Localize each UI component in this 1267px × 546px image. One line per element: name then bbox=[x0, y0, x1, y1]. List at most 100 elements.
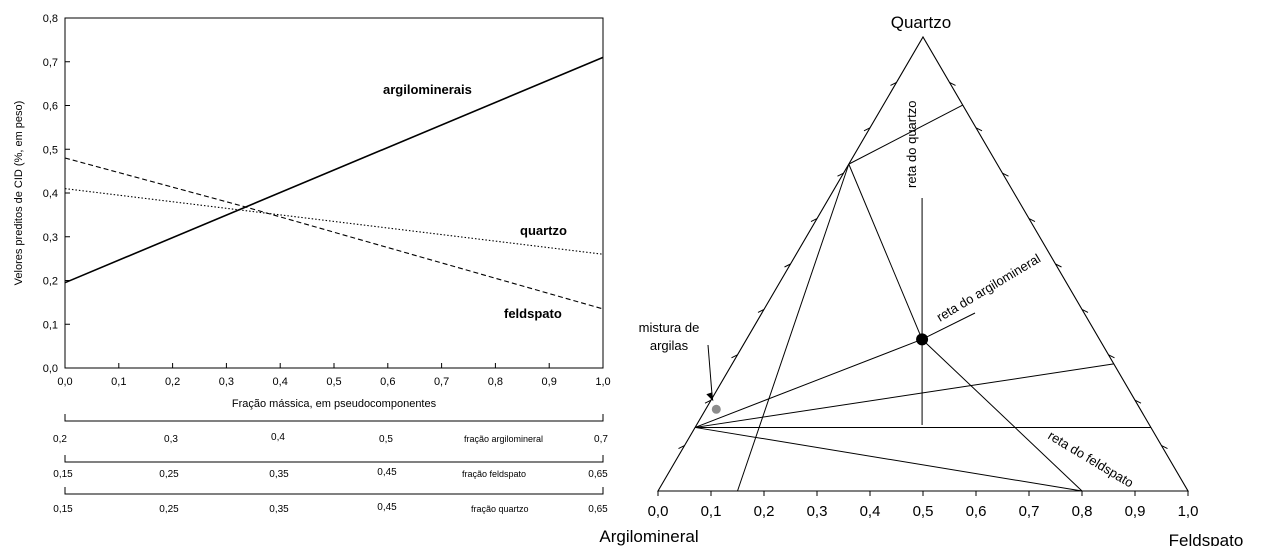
scale-tick-label: 0,2 bbox=[53, 434, 67, 445]
x-axis-ticks: 0,0 0,1 0,2 0,3 0,4 0,5 0,6 0,7 0,8 0,9 1,0 bbox=[57, 363, 611, 388]
x-tick-label: 0,5 bbox=[326, 376, 341, 388]
x-tick-label: 0,7 bbox=[434, 376, 449, 388]
scale-name: fração quartzo bbox=[471, 504, 529, 514]
series-line-argilominerais bbox=[64, 56, 604, 284]
scale-tick-label: 0,7 bbox=[594, 434, 608, 445]
ternary-base-ticks: 0,0 0,1 0,2 0,3 0,4 0,5 0,6 0,7 0,8 0,9 1,0 bbox=[648, 491, 1199, 520]
series-line-feldspato bbox=[64, 157, 604, 310]
line-label-quartzo: reta do quartzo bbox=[904, 101, 919, 188]
scale-tick-label: 0,65 bbox=[588, 504, 608, 515]
line-label-argilomineral: reta do argilomineral bbox=[934, 251, 1043, 325]
left-side-tick bbox=[810, 218, 818, 223]
left-side-tick bbox=[837, 172, 844, 177]
base-tick-label: 0,7 bbox=[1019, 503, 1040, 520]
constraint-line bbox=[695, 363, 1114, 428]
x-tick-label: 1,0 bbox=[595, 376, 610, 388]
right-side-tick bbox=[975, 127, 983, 132]
scale-tick-label: 0,35 bbox=[269, 504, 289, 515]
centroid-point bbox=[916, 333, 929, 346]
secondary-scale-feldspato: 0,15 0,25 0,35 0,45 fração feldspato 0,6… bbox=[53, 455, 608, 480]
vertex-label-feldspato: Feldspato bbox=[1169, 531, 1244, 546]
y-tick-label: 0,1 bbox=[43, 319, 58, 331]
reta-do-feldspato-lower bbox=[921, 338, 1083, 492]
right-side-tick bbox=[1161, 445, 1168, 450]
mistura-point bbox=[711, 404, 721, 414]
constraint-line bbox=[695, 426, 1083, 492]
x-tick-label: 0,8 bbox=[488, 376, 503, 388]
y-tick-label: 0,3 bbox=[43, 232, 58, 244]
scale-name: fração argilomineral bbox=[464, 434, 543, 444]
left-side-tick bbox=[863, 127, 871, 132]
line-label-feldspato: reta do feldspato bbox=[1045, 428, 1136, 491]
constraint-line bbox=[737, 163, 850, 492]
x-tick-label: 0,0 bbox=[57, 376, 72, 388]
y-tick-label: 0,2 bbox=[43, 276, 58, 288]
reta-do-argilomineral-left bbox=[694, 338, 923, 428]
y-axis-label: Velores preditos de CID (%, em peso) bbox=[13, 101, 25, 286]
base-tick-label: 0,8 bbox=[1072, 503, 1093, 520]
series-label-quartzo: quartzo bbox=[520, 223, 567, 238]
series-label-argilominerais: argilominerais bbox=[383, 82, 472, 97]
scale-tick-label: 0,5 bbox=[379, 434, 393, 445]
scale-tick-label: 0,4 bbox=[271, 432, 285, 443]
right-side-tick bbox=[1055, 263, 1062, 268]
scale-tick-label: 0,3 bbox=[164, 434, 178, 445]
scale-bracket bbox=[64, 414, 604, 422]
right-side-tick bbox=[1108, 354, 1115, 359]
reta-do-argilomineral-right bbox=[921, 312, 976, 340]
right-side-tick bbox=[1134, 399, 1142, 404]
x-tick-label: 0,4 bbox=[273, 376, 288, 388]
y-tick-label: 0,8 bbox=[43, 13, 58, 25]
base-tick-label: 0,2 bbox=[754, 503, 775, 520]
left-side-tick bbox=[757, 308, 765, 313]
base-tick-label: 0,4 bbox=[860, 503, 881, 520]
x-tick-label: 0,2 bbox=[165, 376, 180, 388]
series-label-feldspato: feldspato bbox=[504, 306, 562, 321]
secondary-scale-argilomineral: 0,2 0,3 0,4 0,5 fração argilomineral 0,7 bbox=[53, 414, 608, 445]
x-tick-label: 0,1 bbox=[111, 376, 126, 388]
left-side-tick bbox=[678, 445, 685, 450]
scale-tick-label: 0,35 bbox=[269, 469, 289, 480]
y-tick-label: 0,0 bbox=[43, 363, 58, 375]
y-tick-label: 0,6 bbox=[43, 101, 58, 113]
base-tick-label: 1,0 bbox=[1178, 503, 1199, 520]
y-tick-label: 0,4 bbox=[43, 188, 58, 200]
vertex-label-argilomineral: Argilomineral bbox=[599, 527, 698, 546]
right-side-tick bbox=[1028, 218, 1036, 223]
left-side-tick bbox=[704, 399, 712, 404]
scale-tick-label: 0,15 bbox=[53, 504, 73, 515]
annotation-argilas: argilas bbox=[650, 338, 689, 353]
right-side-tick bbox=[1002, 172, 1009, 177]
reta-do-feldspato-upper bbox=[848, 163, 923, 340]
x-tick-label: 0,6 bbox=[380, 376, 395, 388]
series-line-quartzo bbox=[64, 188, 604, 255]
line-chart: 0,0 0,1 0,2 0,3 0,4 0,5 0,6 0,7 0,8 0,0 0,1 0,2 0,3… bbox=[13, 13, 611, 515]
scale-tick-label: 0,25 bbox=[159, 469, 179, 480]
annotation-arrow-head bbox=[706, 392, 714, 402]
right-side-tick bbox=[1081, 308, 1089, 313]
left-side-tick bbox=[784, 263, 791, 268]
scale-bracket bbox=[64, 487, 604, 495]
annotation-mistura: mistura de bbox=[639, 320, 700, 335]
scale-tick-label: 0,15 bbox=[53, 469, 73, 480]
vertex-label-quartzo: Quartzo bbox=[891, 13, 951, 32]
scale-tick-label: 0,45 bbox=[377, 467, 397, 478]
annotation-arrow-shaft bbox=[707, 344, 713, 399]
scale-tick-label: 0,25 bbox=[159, 504, 179, 515]
base-tick-label: 0,3 bbox=[807, 503, 828, 520]
base-tick-label: 0,1 bbox=[701, 503, 722, 520]
y-axis-ticks: 0,0 0,1 0,2 0,3 0,4 0,5 0,6 0,7 0,8 bbox=[43, 13, 70, 375]
scale-name: fração feldspato bbox=[462, 469, 526, 479]
secondary-scale-quartzo: 0,15 0,25 0,35 0,45 fração quartzo 0,65 bbox=[53, 487, 608, 515]
scale-bracket bbox=[64, 455, 604, 463]
y-tick-label: 0,7 bbox=[43, 57, 58, 69]
base-tick-label: 0,5 bbox=[913, 503, 934, 520]
series-lines bbox=[64, 56, 604, 310]
scale-tick-label: 0,45 bbox=[377, 502, 397, 513]
left-side-tick bbox=[890, 81, 897, 86]
ternary-diagram: 0,0 0,1 0,2 0,3 0,4 0,5 0,6 0,7 0,8 0,9 1,0 Quartz… bbox=[599, 13, 1243, 546]
scale-tick-label: 0,65 bbox=[588, 469, 608, 480]
base-tick-label: 0,0 bbox=[648, 503, 669, 520]
y-tick-label: 0,5 bbox=[43, 144, 58, 156]
base-tick-label: 0,9 bbox=[1125, 503, 1146, 520]
